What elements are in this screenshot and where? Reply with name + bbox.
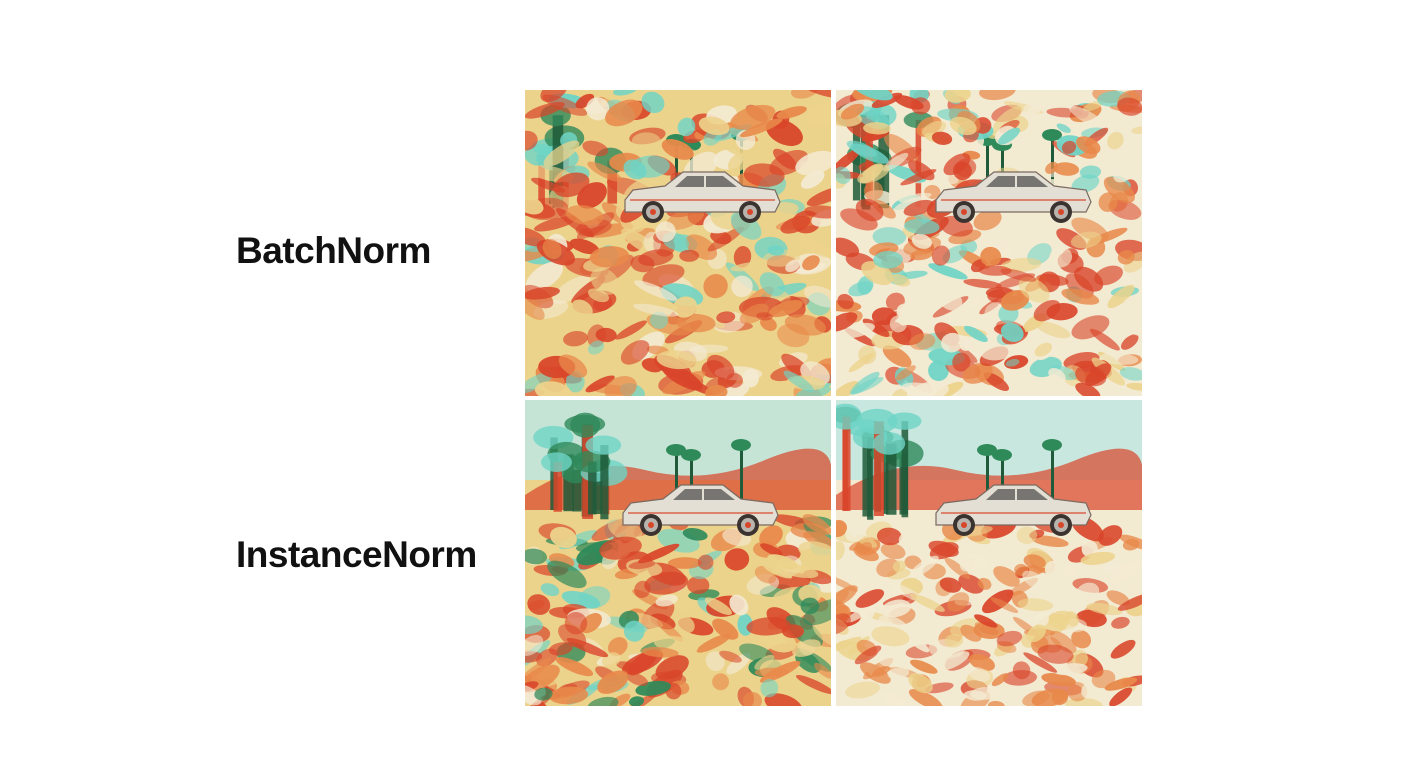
batchnorm-label: BatchNorm bbox=[236, 230, 431, 271]
batchnorm-image-2 bbox=[836, 90, 1142, 396]
instancenorm-image-2 bbox=[836, 400, 1142, 706]
car-shape bbox=[622, 484, 779, 536]
stylized-car-image bbox=[836, 400, 1142, 706]
car-shape bbox=[624, 171, 781, 223]
car-shape bbox=[935, 484, 1092, 536]
image-grid bbox=[525, 90, 1142, 706]
stylized-car-image bbox=[836, 90, 1142, 396]
batchnorm-image-1 bbox=[525, 90, 831, 396]
stylized-car-image bbox=[525, 90, 831, 396]
car-shape bbox=[935, 171, 1092, 223]
instancenorm-image-1 bbox=[525, 400, 831, 706]
instancenorm-label: InstanceNorm bbox=[236, 534, 477, 575]
stylized-car-image bbox=[525, 400, 831, 706]
